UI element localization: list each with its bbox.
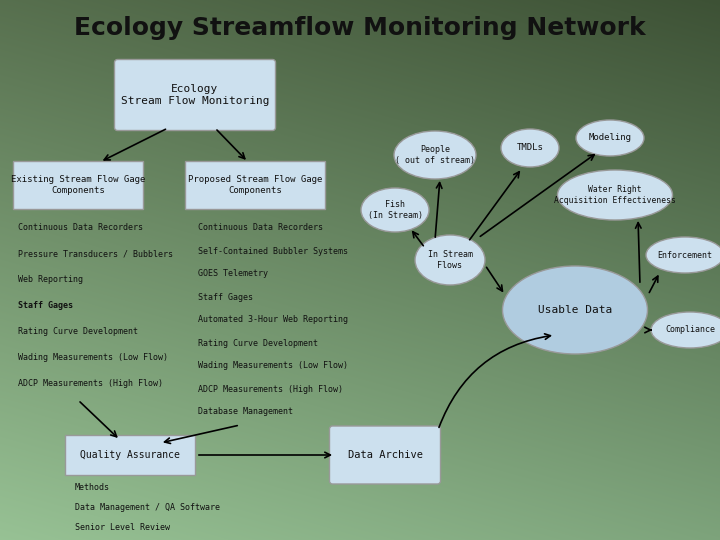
Text: Ecology Streamflow Monitoring Network: Ecology Streamflow Monitoring Network xyxy=(74,16,646,40)
FancyBboxPatch shape xyxy=(65,435,195,475)
Ellipse shape xyxy=(361,188,429,232)
Text: ADCP Measurements (High Flow): ADCP Measurements (High Flow) xyxy=(198,384,343,394)
Text: Water Right
Acquisition Effectiveness: Water Right Acquisition Effectiveness xyxy=(554,185,676,205)
FancyBboxPatch shape xyxy=(185,161,325,209)
Text: Data Archive: Data Archive xyxy=(348,450,423,460)
Text: Continuous Data Recorders: Continuous Data Recorders xyxy=(198,224,323,233)
Text: Usable Data: Usable Data xyxy=(538,305,612,315)
Text: Fish
(In Stream): Fish (In Stream) xyxy=(367,200,423,220)
Text: Modeling: Modeling xyxy=(588,133,631,143)
Text: Wading Measurements (Low Flow): Wading Measurements (Low Flow) xyxy=(198,361,348,370)
Text: ADCP Measurements (High Flow): ADCP Measurements (High Flow) xyxy=(18,380,163,388)
Ellipse shape xyxy=(557,170,672,220)
FancyBboxPatch shape xyxy=(13,161,143,209)
Text: Web Reporting: Web Reporting xyxy=(18,275,83,285)
Text: Automated 3-Hour Web Reporting: Automated 3-Hour Web Reporting xyxy=(198,315,348,325)
Text: Methods: Methods xyxy=(75,483,110,492)
Ellipse shape xyxy=(394,131,476,179)
Ellipse shape xyxy=(415,235,485,285)
Text: Database Management: Database Management xyxy=(198,408,293,416)
Ellipse shape xyxy=(503,266,647,354)
Text: In Stream
Flows: In Stream Flows xyxy=(428,251,472,269)
Text: Compliance: Compliance xyxy=(665,326,715,334)
Text: Self-Contained Bubbler Systems: Self-Contained Bubbler Systems xyxy=(198,246,348,255)
Text: Rating Curve Development: Rating Curve Development xyxy=(18,327,138,336)
Text: Pressure Transducers / Bubblers: Pressure Transducers / Bubblers xyxy=(18,249,173,259)
Text: Staff Gages: Staff Gages xyxy=(18,301,73,310)
Text: Rating Curve Development: Rating Curve Development xyxy=(198,339,318,348)
Text: TMDLs: TMDLs xyxy=(516,144,544,152)
FancyBboxPatch shape xyxy=(114,59,276,131)
Text: Ecology
Stream Flow Monitoring: Ecology Stream Flow Monitoring xyxy=(121,84,269,106)
Text: Staff Gages: Staff Gages xyxy=(198,293,253,301)
Text: People
( out of stream): People ( out of stream) xyxy=(395,145,475,165)
Text: Proposed Stream Flow Gage
Components: Proposed Stream Flow Gage Components xyxy=(188,176,322,195)
Ellipse shape xyxy=(651,312,720,348)
Ellipse shape xyxy=(501,129,559,167)
Text: Wading Measurements (Low Flow): Wading Measurements (Low Flow) xyxy=(18,354,168,362)
Text: Senior Level Review: Senior Level Review xyxy=(75,523,170,532)
Text: GOES Telemetry: GOES Telemetry xyxy=(198,269,268,279)
Text: Data Management / QA Software: Data Management / QA Software xyxy=(75,503,220,512)
Ellipse shape xyxy=(646,237,720,273)
Text: Existing Stream Flow Gage
Components: Existing Stream Flow Gage Components xyxy=(11,176,145,195)
Text: Quality Assurance: Quality Assurance xyxy=(80,450,180,460)
Ellipse shape xyxy=(576,120,644,156)
FancyBboxPatch shape xyxy=(330,426,441,484)
Text: Continuous Data Recorders: Continuous Data Recorders xyxy=(18,224,143,233)
Text: Enforcement: Enforcement xyxy=(657,251,713,260)
